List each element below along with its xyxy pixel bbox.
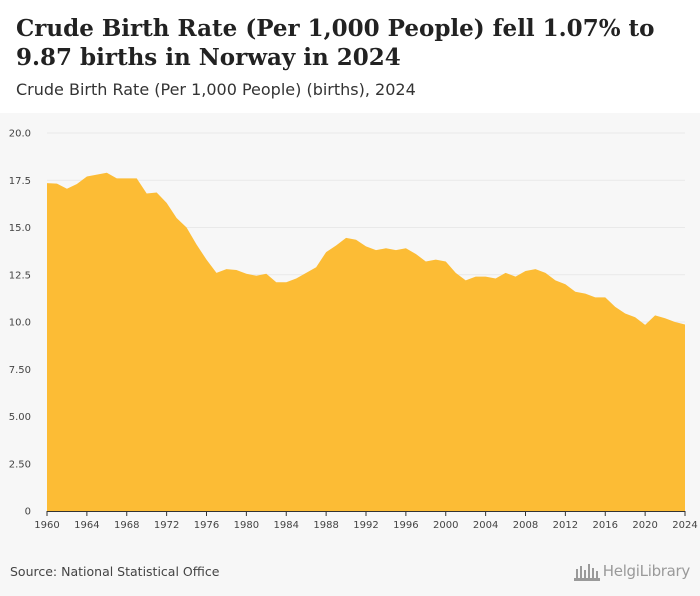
birth-rate-area [47, 172, 685, 511]
y-tick-label: 12.5 [9, 270, 31, 281]
x-tick-label: 2000 [433, 520, 458, 531]
x-tick-label: 1992 [353, 520, 378, 531]
footer: Source: National Statistical Office Helg… [0, 553, 700, 596]
x-tick-label: 1988 [313, 520, 338, 531]
area-series [46, 172, 686, 511]
building-logo-icon [573, 564, 600, 581]
y-tick-label: 15.0 [9, 223, 31, 234]
x-tick-label: 1984 [274, 520, 299, 531]
y-tick-label: 2.50 [9, 459, 31, 470]
y-tick-label: 20.0 [9, 129, 31, 140]
chart-subtitle: Crude Birth Rate (Per 1,000 People) (bir… [16, 80, 416, 99]
axes: 0 2.50 5.00 7.50 10.0 12.5 15.0 17.5 20.0 1960 196… [9, 129, 698, 532]
x-tick-label: 2012 [553, 520, 578, 531]
y-tick-label: 17.5 [9, 176, 31, 187]
x-tick-label: 1980 [234, 520, 259, 531]
x-tick-label: 1960 [34, 520, 59, 531]
x-tick-label: 1968 [114, 520, 139, 531]
y-tick-label: 5.00 [9, 412, 31, 423]
source-note: Source: National Statistical Office [10, 564, 220, 579]
x-tick-label: 1996 [393, 520, 418, 531]
chart-title: Crude Birth Rate (Per 1,000 People) fell… [16, 15, 655, 71]
x-tick-label: 2024 [672, 520, 697, 531]
area-chart: 0 2.50 5.00 7.50 10.0 12.5 15.0 17.5 20.0 1960 196… [9, 129, 698, 532]
x-tick-label: 2020 [632, 520, 657, 531]
brand-logo: HelgiLibrary [573, 561, 691, 581]
y-tick-label: 0 [25, 507, 31, 518]
brand-name: HelgiLibrary [602, 562, 691, 580]
y-tick-label: 7.50 [9, 365, 31, 376]
x-tick-label: 2008 [513, 520, 538, 531]
y-tick-label: 10.0 [9, 318, 31, 329]
x-tick-label: 1972 [154, 520, 179, 531]
x-tick-label: 2004 [473, 520, 498, 531]
header: Crude Birth Rate (Per 1,000 People) fell… [0, 0, 700, 113]
x-tick-label: 2016 [593, 520, 618, 531]
x-tick-label: 1976 [194, 520, 219, 531]
x-tick-label: 1964 [74, 520, 99, 531]
